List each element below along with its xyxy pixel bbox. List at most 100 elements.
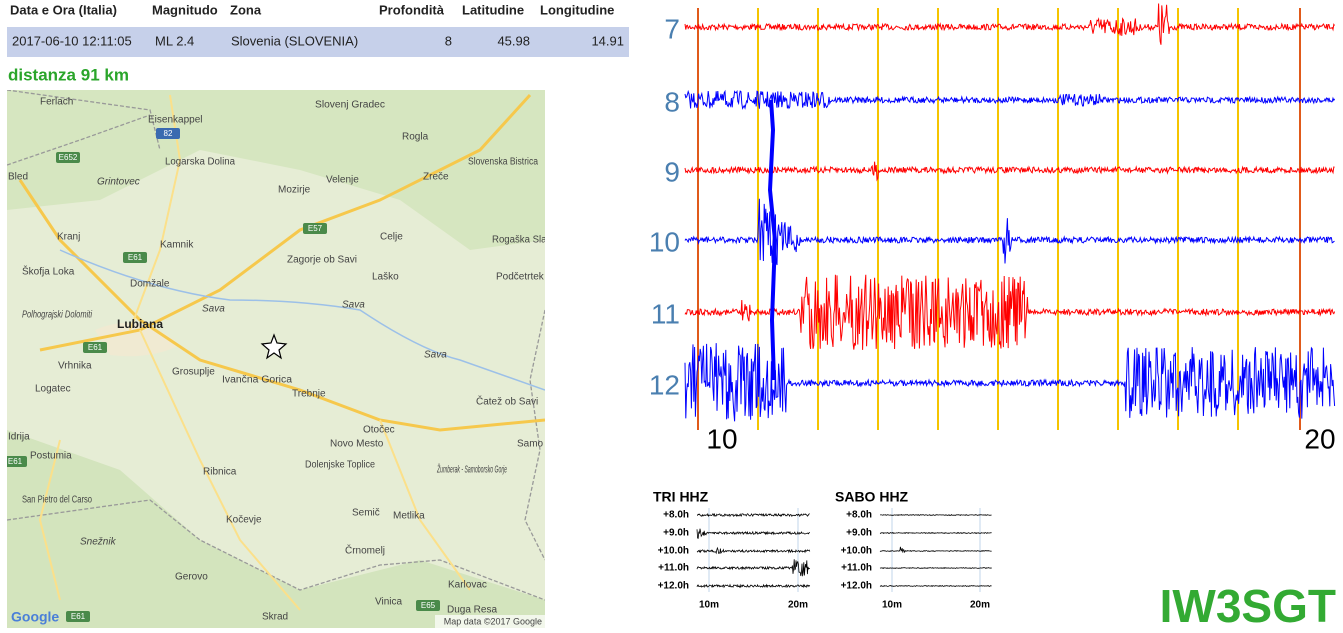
cell: 45.98 (497, 33, 530, 48)
place-label: Vinica (375, 597, 402, 608)
attribution-bg (435, 615, 545, 628)
place-label: Slovenska Bistrica (468, 157, 538, 168)
road-shield-label: E652 (59, 153, 78, 162)
hour-label: 11 (651, 298, 680, 329)
x-label: 10 (706, 423, 737, 454)
border (7, 309, 545, 601)
x-label: 20 (1304, 423, 1335, 454)
hour-label: 12 (649, 369, 680, 400)
road-shield (303, 223, 327, 234)
place-label: Škofja Loka (22, 265, 75, 278)
mini-row-label: +10.0h (841, 546, 872, 557)
road (129, 94, 301, 611)
place-label: Žumberak - Samoborsko Gorje (436, 463, 507, 476)
place-label: Rogla (402, 132, 429, 143)
attribution: Map data ©2017 Google (444, 616, 542, 626)
mini-row-label: +9.0h (663, 528, 689, 539)
place-label: Zagorje ob Savi (287, 255, 357, 266)
place-label: Gerovo (175, 572, 208, 583)
cell: Slovenia (SLOVENIA) (231, 33, 358, 48)
place-label: Kamnik (160, 240, 194, 251)
road-shield-label: E61 (88, 343, 103, 352)
road-shield (83, 342, 107, 353)
mini-trace (696, 583, 811, 589)
place-label: Celje (380, 232, 403, 243)
seismic-trace (684, 198, 1335, 266)
place-label: Laško (372, 272, 399, 283)
cell: ML 2.4 (155, 33, 194, 48)
place-label: Trebnje (292, 389, 326, 400)
road-shield-label: E65 (421, 601, 436, 610)
seismic-trace (684, 274, 1336, 350)
mini-title: TRI HHZ (653, 489, 709, 505)
place-label: Eisenkappel (148, 115, 202, 126)
terrain (7, 430, 545, 628)
road-shield (156, 128, 180, 139)
place-label: Logatec (35, 384, 71, 395)
place-label: Polhograjski Dolomiti (22, 310, 93, 321)
place-label: Semič (352, 508, 380, 519)
place-label: Skrad (262, 612, 288, 623)
callsign: IW3SGT (1160, 580, 1336, 632)
hour-label: 8 (664, 86, 680, 117)
mini-row-label: +10.0h (658, 546, 689, 557)
place-label: Kočevje (226, 515, 262, 526)
seismic-trace (684, 343, 1336, 422)
mini-x-label: 20m (788, 600, 808, 611)
seismic-spike (767, 99, 778, 381)
place-label: Velenje (326, 175, 359, 186)
road-shield-label: E61 (71, 612, 86, 621)
place-label: Bled (8, 172, 28, 183)
mini-trace (880, 514, 992, 516)
place-label: Vrhnika (58, 361, 92, 372)
mini-row-label: +8.0h (663, 510, 689, 521)
place-label: Sava (424, 350, 447, 361)
mini-row-label: +8.0h (846, 510, 872, 521)
place-label: Mozirje (278, 185, 311, 196)
place-label: Kranj (57, 232, 80, 243)
mini-x-label: 10m (699, 600, 719, 611)
hour-label: 7 (664, 13, 680, 44)
mini-trace (879, 531, 992, 535)
place-label: Sava (202, 304, 225, 315)
place-label: Logarska Dolina (165, 157, 235, 168)
mini-trace (879, 546, 992, 554)
mini-trace (879, 585, 992, 588)
mini-title: SABO HHZ (835, 489, 909, 505)
cell: 8 (445, 33, 452, 48)
mini-trace (879, 566, 992, 570)
map: Ferlach Eisenkappel Slovenj Gradec Rogla Log… (7, 90, 562, 628)
road-shield (66, 611, 90, 622)
column-header: Data e Ora (Italia) (10, 2, 117, 17)
mini-trace (696, 546, 811, 555)
distance: distanza 91 km (8, 65, 129, 84)
place-label: Ivančna Gorica (222, 375, 292, 386)
road-shield-label: E61 (128, 253, 143, 262)
road-shield (416, 600, 440, 611)
epicenter-star (260, 333, 288, 360)
road-shield (56, 152, 80, 163)
column-header: Latitudine (462, 2, 524, 17)
mini-trace (696, 528, 810, 539)
cell: 2017-06-10 12:11:05 (12, 33, 132, 48)
place-label: Karlovac (448, 580, 487, 591)
cell: 14.91 (591, 33, 624, 48)
place-label: Črnomelj (345, 544, 385, 557)
mini-row-label: +9.0h (846, 528, 872, 539)
row-bg (7, 27, 629, 57)
place-label: Postumia (30, 451, 72, 462)
place-label: Grintovec (97, 177, 140, 188)
place-label: Ribnica (203, 467, 237, 478)
place-label: Otočec (363, 425, 395, 436)
seismic-trace (684, 89, 1336, 110)
place-label: Zreče (423, 172, 449, 183)
place-label: Grosuplje (172, 367, 215, 378)
column-header: Zona (230, 2, 262, 17)
road (38, 419, 471, 601)
mini-row-label: +11.0h (658, 563, 689, 574)
road-shield (123, 252, 147, 263)
place-label: Podčetrtek (496, 272, 545, 283)
place-label: Rogaška Slatina (492, 235, 562, 246)
seismic-trace (684, 161, 1335, 182)
